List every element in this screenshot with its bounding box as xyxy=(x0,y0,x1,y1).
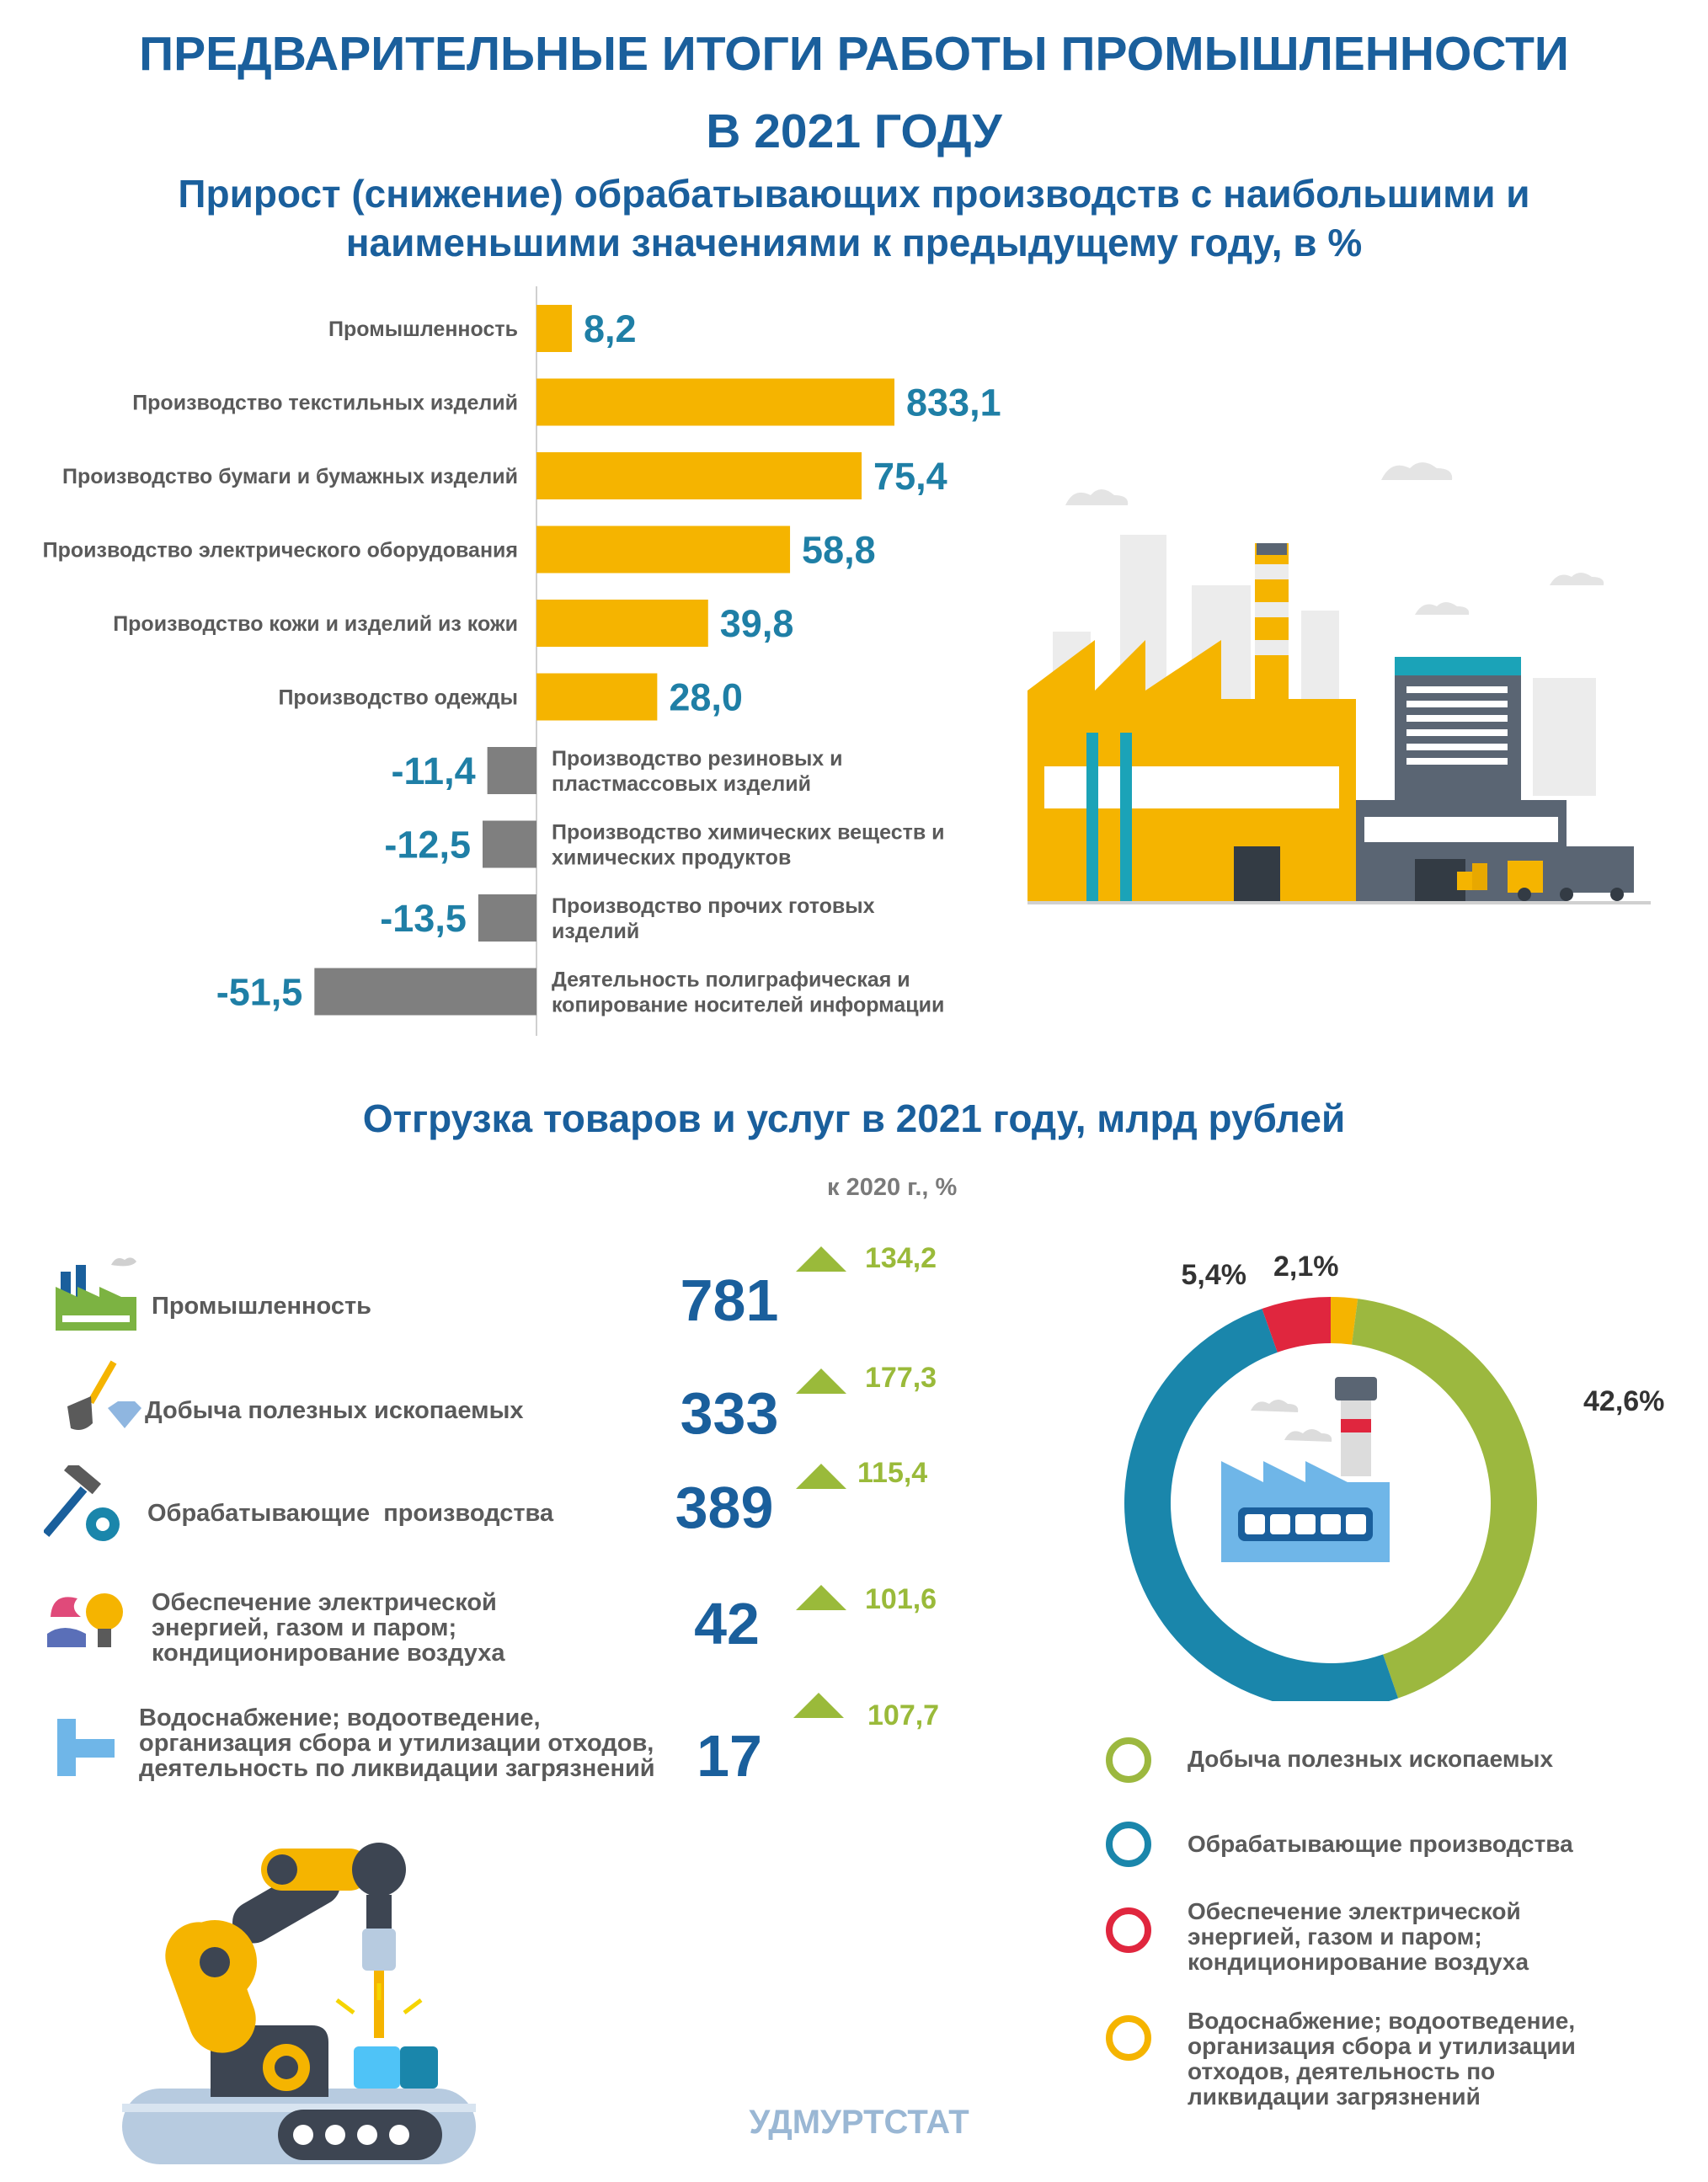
bar-chart-title: Прирост (снижение) обрабатывающих произв… xyxy=(178,172,1530,216)
bar-value-label: 8,2 xyxy=(584,307,637,350)
legend-label-energy: Обеспечение электрической энергией, газо… xyxy=(1188,1898,1529,1975)
bar-value-label: -12,5 xyxy=(384,824,471,867)
shipment-value-water: 17 xyxy=(697,1723,762,1789)
shipment-label-water: Водоснабжение; водоотведение, организаци… xyxy=(139,1705,655,1782)
robot-arm-illustration xyxy=(122,1843,476,2164)
legend-label-manufacturing: Обрабатывающие производства xyxy=(1188,1831,1573,1857)
bar-value-label: -11,4 xyxy=(392,750,476,792)
bar xyxy=(536,305,572,352)
up-arrow-icon xyxy=(796,1246,846,1272)
bar xyxy=(483,820,536,868)
category-label: Производство текстильных изделий xyxy=(132,392,518,415)
legend-marker-manufacturing xyxy=(1106,1822,1151,1867)
up-arrow-icon xyxy=(793,1693,844,1718)
bar-value-label: -51,5 xyxy=(216,971,303,1014)
donut-value-label: 5,4% xyxy=(1182,1259,1247,1291)
legend-label-water: Водоснабжение; водоотведение, организаци… xyxy=(1188,2008,1576,2110)
hammer-gear-icon xyxy=(44,1465,120,1541)
up-arrow-icon xyxy=(796,1464,846,1489)
pct-header: к 2020 г., % xyxy=(827,1174,958,1201)
bar xyxy=(536,378,894,426)
legend-marker-mining xyxy=(1106,1737,1151,1783)
category-label: Производство резиновых и пластмассовых из… xyxy=(552,747,843,796)
shipment-label-energy: Обеспечение электрической энергией, газо… xyxy=(152,1589,505,1667)
bar xyxy=(536,600,708,647)
category-label: Производство прочих готовых изделий xyxy=(552,894,875,943)
factory-icon xyxy=(1221,1377,1390,1562)
bar xyxy=(536,452,862,499)
source-label: УДМУРТСТАТ xyxy=(749,2104,969,2141)
category-label: Деятельность полиграфическая и копировани… xyxy=(552,968,944,1017)
bar-value-label: 58,8 xyxy=(802,529,876,572)
donut-slice xyxy=(1351,1299,1537,1699)
water-pipe-icon xyxy=(57,1719,115,1776)
legend-label-mining: Добыча полезных ископаемых xyxy=(1188,1746,1554,1772)
factory-icon xyxy=(56,1257,136,1331)
donut-slice xyxy=(1262,1297,1331,1352)
bar xyxy=(487,747,536,794)
shipment-value-manufacturing: 389 xyxy=(675,1475,774,1540)
category-label: Производство химических веществ и химичес… xyxy=(552,821,945,870)
category-label: Производство одежды xyxy=(278,686,518,710)
shipment-title: Отгрузка товаров и услуг в 2021 году, мл… xyxy=(362,1096,1346,1140)
page-title-year: В 2021 ГОДУ xyxy=(706,104,1002,158)
up-arrow-icon xyxy=(796,1368,846,1394)
bar-chart-title-line2: наименьшими значениями к предыдущему год… xyxy=(345,221,1363,264)
bar-value-label: 75,4 xyxy=(873,455,947,498)
bar xyxy=(536,525,791,574)
shipment-value-industry: 781 xyxy=(680,1267,779,1333)
shipment-pct-manufacturing: 115,4 xyxy=(857,1457,928,1489)
category-label: Промышленность xyxy=(328,317,518,341)
shipment-donut-chart: 2,1%42,6%49,9%5,4% xyxy=(1124,1251,1664,1701)
bar-value-label: 28,0 xyxy=(669,676,743,719)
lightbulb-gas-icon xyxy=(47,1593,123,1647)
shovel-diamond-icon xyxy=(67,1360,141,1430)
bar xyxy=(536,673,658,721)
shipment-label-manufacturing: Обрабатывающие производства xyxy=(147,1500,554,1527)
up-arrow-icon xyxy=(796,1585,846,1610)
shipment-pct-energy: 101,6 xyxy=(865,1583,937,1615)
bar-value-label: 833,1 xyxy=(906,381,1001,424)
shipment-pct-mining: 177,3 xyxy=(865,1362,937,1394)
shipment-label-mining: Добыча полезных ископаемых xyxy=(145,1397,524,1424)
donut-slice xyxy=(1124,1308,1399,1701)
page-title: ПРЕДВАРИТЕЛЬНЫЕ ИТОГИ РАБОТЫ ПРОМЫШЛЕННО… xyxy=(139,27,1569,81)
category-label: Производство электрического оборудования xyxy=(43,539,518,563)
bar xyxy=(478,894,536,942)
bar xyxy=(314,968,536,1016)
shipment-label-industry: Промышленность xyxy=(152,1293,371,1320)
shipment-pct-water: 107,7 xyxy=(867,1699,940,1731)
legend-marker-water xyxy=(1106,2015,1151,2061)
category-label: Производство бумаги и бумажных изделий xyxy=(62,465,518,488)
donut-value-label: 42,6% xyxy=(1583,1385,1664,1417)
bar-value-label: 39,8 xyxy=(720,602,794,645)
donut-slice xyxy=(1331,1297,1358,1345)
shipment-value-energy: 42 xyxy=(694,1591,760,1657)
legend-marker-energy xyxy=(1106,1907,1151,1953)
shipment-pct-industry: 134,2 xyxy=(865,1242,937,1274)
donut-value-label: 2,1% xyxy=(1273,1251,1339,1283)
bar-value-label: -13,5 xyxy=(380,897,467,940)
growth-bar-chart: 8,2 Промышленность 833,1 Производство текст… xyxy=(43,286,1001,1036)
category-label: Производство кожи и изделий из кожи xyxy=(113,612,518,636)
factory-illustration xyxy=(1027,462,1651,904)
shipment-value-mining: 333 xyxy=(680,1380,779,1446)
